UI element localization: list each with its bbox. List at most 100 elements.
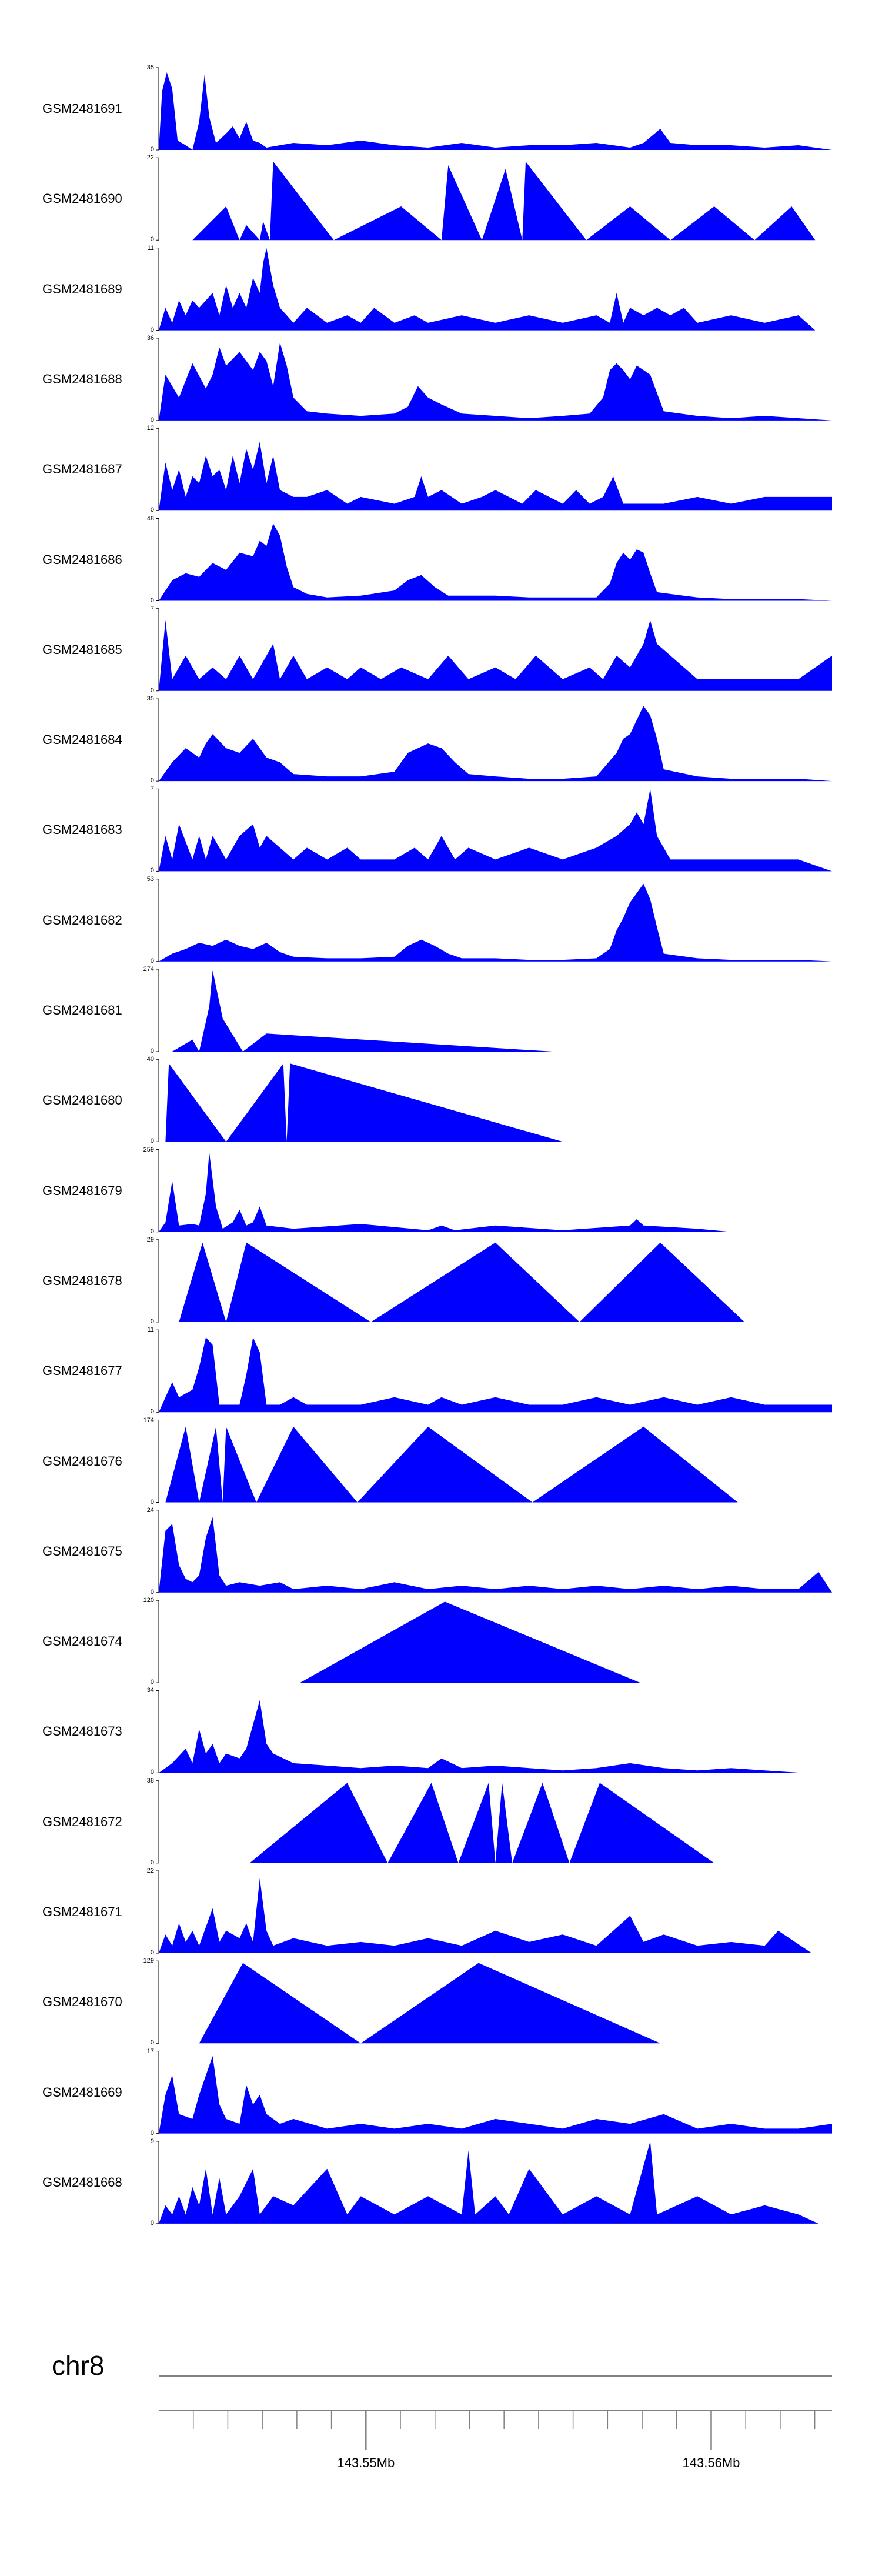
track-ymin-label: 0 bbox=[150, 686, 154, 694]
track-area-GSM2481685 bbox=[159, 620, 832, 691]
track-ymin-label: 0 bbox=[150, 506, 154, 514]
track-label: GSM2481672 bbox=[42, 1814, 122, 1829]
track-ymax-label: 29 bbox=[146, 1236, 154, 1243]
track-ymin-label: 0 bbox=[150, 777, 154, 785]
track-GSM2481691 bbox=[156, 67, 832, 151]
track-area-GSM2481691 bbox=[159, 72, 832, 150]
track-ymin-label: 0 bbox=[150, 1408, 154, 1416]
track-ymax-label: 40 bbox=[146, 1056, 154, 1063]
track-y-axis bbox=[156, 1690, 159, 1773]
track-ymin-label: 0 bbox=[150, 1498, 154, 1506]
track-area-GSM2481675 bbox=[159, 1517, 832, 1593]
track-ymax-label: 22 bbox=[146, 1867, 154, 1874]
track-y-axis bbox=[156, 1510, 159, 1593]
track-y-axis bbox=[156, 1600, 159, 1683]
track-ymax-label: 34 bbox=[146, 1687, 154, 1694]
track-y-axis bbox=[156, 2051, 159, 2134]
track-ymin-label: 0 bbox=[150, 416, 154, 423]
track-y-axis bbox=[156, 969, 159, 1052]
track-GSM2481674 bbox=[156, 1600, 640, 1683]
track-label: GSM2481669 bbox=[42, 2084, 122, 2100]
track-y-axis bbox=[156, 2141, 159, 2224]
track-label: GSM2481680 bbox=[42, 1093, 122, 1108]
track-GSM2481673 bbox=[156, 1690, 802, 1773]
track-y-axis bbox=[156, 428, 159, 511]
track-ymax-label: 11 bbox=[147, 1326, 154, 1334]
track-label: GSM2481668 bbox=[42, 2174, 122, 2190]
track-y-axis bbox=[156, 1149, 159, 1233]
track-ymax-label: 9 bbox=[150, 2137, 154, 2145]
track-ymax-label: 12 bbox=[146, 425, 154, 432]
track-ymax-label: 129 bbox=[143, 1957, 154, 1965]
track-y-axis bbox=[156, 248, 159, 331]
track-area-GSM2481689 bbox=[159, 248, 816, 331]
track-ymin-label: 0 bbox=[150, 1769, 154, 1776]
track-ymax-label: 35 bbox=[146, 64, 154, 71]
track-ymin-label: 0 bbox=[150, 957, 154, 965]
track-y-axis bbox=[156, 608, 159, 692]
track-ymin-label: 0 bbox=[150, 1137, 154, 1145]
genome-axis bbox=[159, 2375, 832, 2450]
track-area-GSM2481681 bbox=[172, 970, 553, 1052]
track-area-GSM2481672 bbox=[249, 1783, 714, 1863]
chromosome-label: chr8 bbox=[52, 2350, 105, 2381]
track-ymin-label: 0 bbox=[150, 1949, 154, 1956]
track-label: GSM2481671 bbox=[42, 1904, 122, 1919]
track-GSM2481689 bbox=[156, 248, 816, 331]
track-area-GSM2481686 bbox=[159, 523, 832, 601]
track-y-axis bbox=[156, 1329, 159, 1413]
track-label: GSM2481670 bbox=[42, 1994, 122, 2010]
track-label: GSM2481691 bbox=[42, 101, 122, 116]
track-ymax-label: 259 bbox=[143, 1146, 154, 1153]
track-label: GSM2481682 bbox=[42, 912, 122, 927]
track-y-axis bbox=[156, 518, 159, 601]
track-ymin-label: 0 bbox=[150, 236, 154, 243]
track-GSM2481672 bbox=[156, 1780, 714, 1864]
track-GSM2481684 bbox=[156, 698, 832, 782]
track-label: GSM2481683 bbox=[42, 822, 122, 837]
track-y-axis bbox=[156, 1870, 159, 1954]
track-label: GSM2481687 bbox=[42, 462, 122, 477]
genome-axis-tick-label: 143.55Mb bbox=[337, 2455, 395, 2470]
track-label: GSM2481676 bbox=[42, 1453, 122, 1469]
track-GSM2481676 bbox=[156, 1420, 738, 1503]
track-GSM2481681 bbox=[156, 969, 553, 1052]
track-area-GSM2481678 bbox=[179, 1242, 745, 1322]
track-ymax-label: 24 bbox=[146, 1506, 154, 1514]
track-GSM2481690 bbox=[156, 157, 816, 241]
track-ymin-label: 0 bbox=[150, 1227, 154, 1235]
track-ymin-label: 0 bbox=[150, 867, 154, 875]
track-GSM2481685 bbox=[156, 608, 832, 692]
track-area-GSM2481676 bbox=[165, 1426, 738, 1503]
track-ymax-label: 274 bbox=[143, 966, 154, 973]
track-y-axis bbox=[156, 1960, 159, 2044]
track-ymin-label: 0 bbox=[150, 1047, 154, 1055]
track-y-axis bbox=[156, 879, 159, 962]
track-area-GSM2481683 bbox=[159, 789, 832, 872]
track-ymax-label: 120 bbox=[143, 1597, 154, 1604]
track-label: GSM2481681 bbox=[42, 1003, 122, 1017]
track-ymin-label: 0 bbox=[150, 146, 154, 153]
track-ymin-label: 0 bbox=[150, 1317, 154, 1325]
track-y-axis bbox=[156, 788, 159, 872]
track-ymax-label: 7 bbox=[150, 785, 154, 793]
track-area-GSM2481668 bbox=[159, 2141, 819, 2224]
track-ymin-label: 0 bbox=[150, 2129, 154, 2137]
track-ymin-label: 0 bbox=[150, 2219, 154, 2227]
track-y-axis bbox=[156, 157, 159, 241]
track-ymin-label: 0 bbox=[150, 326, 154, 333]
track-area-GSM2481669 bbox=[159, 2056, 832, 2134]
track-label: GSM2481675 bbox=[42, 1543, 122, 1559]
track-ymin-label: 0 bbox=[150, 1588, 154, 1596]
track-ymax-label: 48 bbox=[146, 515, 154, 522]
track-label: GSM2481673 bbox=[42, 1724, 122, 1739]
track-y-axis bbox=[156, 1780, 159, 1864]
track-ymax-label: 22 bbox=[146, 154, 154, 162]
track-GSM2481675 bbox=[156, 1510, 832, 1593]
track-area-GSM2481687 bbox=[159, 442, 832, 511]
track-area-GSM2481674 bbox=[300, 1601, 640, 1683]
track-ymax-label: 53 bbox=[146, 875, 154, 883]
track-ymin-label: 0 bbox=[150, 1858, 154, 1866]
track-GSM2481679 bbox=[156, 1149, 731, 1233]
track-GSM2481677 bbox=[156, 1329, 832, 1413]
